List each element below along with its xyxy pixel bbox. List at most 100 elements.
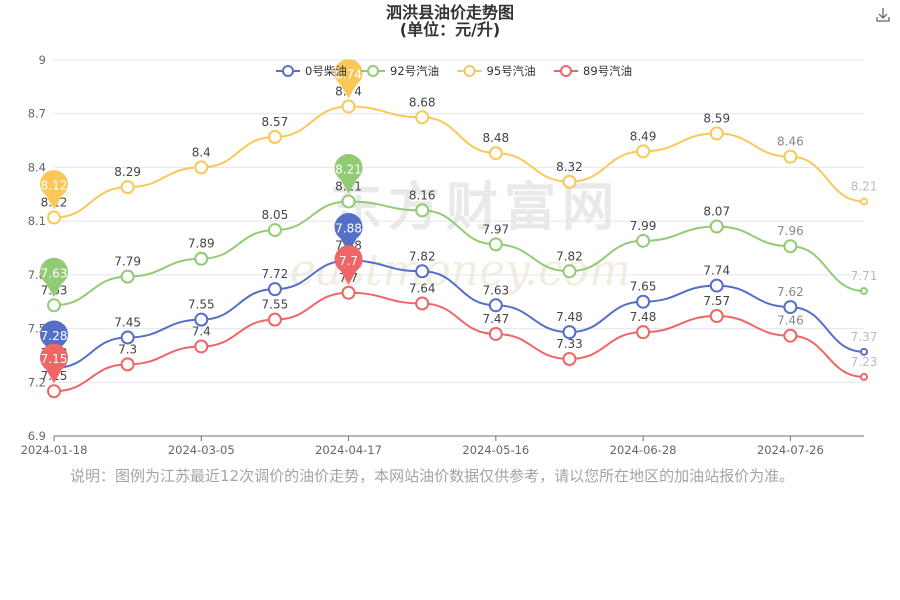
data-label: 7.64 <box>409 282 436 296</box>
legend-item[interactable]: 95号汽油 <box>457 64 536 78</box>
legend-symbol <box>367 65 379 77</box>
data-label: 8.49 <box>630 129 657 143</box>
data-point <box>488 146 503 161</box>
data-point <box>636 144 651 159</box>
data-label: 7.63 <box>482 283 509 297</box>
pin-marker: 8.74 <box>334 59 363 99</box>
data-label: 7.71 <box>851 269 878 283</box>
data-point <box>488 326 503 341</box>
y-tick-label: 8.7 <box>28 107 46 121</box>
data-point <box>562 174 577 189</box>
legend-item[interactable]: 0号柴油 <box>276 64 347 78</box>
pin-balloon <box>334 59 363 99</box>
data-point <box>267 129 282 144</box>
data-label: 7.3 <box>118 342 137 356</box>
data-label: 7.4 <box>192 324 211 338</box>
data-point <box>120 269 135 284</box>
pin-marker: 7.7 <box>334 245 363 285</box>
pin-label: 8.21 <box>335 162 362 176</box>
data-point <box>341 194 356 209</box>
data-point <box>194 251 209 266</box>
data-point <box>783 149 798 164</box>
data-point <box>341 285 356 300</box>
data-point <box>415 264 430 279</box>
pin-label: 8.12 <box>41 179 68 193</box>
data-point <box>709 126 724 141</box>
chart-title-line1: 泗洪县油价走势图 <box>385 3 514 22</box>
chart-title: 泗洪县油价走势图 (单位：元/升) <box>0 4 900 38</box>
data-label: 7.65 <box>630 280 657 294</box>
data-label: 7.96 <box>777 224 804 238</box>
pin-marker: 7.63 <box>40 257 69 298</box>
data-point <box>194 160 209 175</box>
x-tick-label: 2024-07-26 <box>757 443 824 457</box>
y-tick-label: 8.1 <box>28 214 46 228</box>
data-label: 7.57 <box>703 294 730 308</box>
series-line <box>53 105 865 219</box>
data-label: 8.68 <box>409 95 436 109</box>
pin-label: 8.74 <box>335 68 362 82</box>
data-label: 8.07 <box>703 205 730 219</box>
x-tick-label: 2024-03-05 <box>168 443 235 457</box>
data-label: 7.47 <box>482 312 509 326</box>
data-point <box>636 233 651 248</box>
pin-marker: 8.12 <box>40 170 69 210</box>
data-point <box>488 298 503 313</box>
pin-marker: 7.88 <box>334 213 363 253</box>
data-label: 7.79 <box>114 255 141 269</box>
data-label: 7.55 <box>262 298 289 312</box>
data-label: 7.89 <box>188 237 215 251</box>
data-label: 7.99 <box>630 219 657 233</box>
x-tick-label: 2024-05-16 <box>462 443 529 457</box>
legend-symbol <box>463 65 476 77</box>
data-point <box>194 339 209 354</box>
chart-title-line2: (单位：元/升) <box>399 20 501 39</box>
data-label: 8.29 <box>114 165 141 179</box>
data-point <box>636 294 651 309</box>
legend-label: 0号柴油 <box>305 64 347 78</box>
data-point <box>267 223 282 238</box>
data-label: 7.82 <box>556 249 583 263</box>
legend-symbol <box>282 65 294 77</box>
data-label: 7.48 <box>630 310 657 324</box>
data-point <box>860 347 868 356</box>
data-label: 7.37 <box>851 330 878 344</box>
data-point <box>860 197 868 206</box>
pin-label: 7.15 <box>41 352 68 366</box>
data-label: 7.48 <box>556 310 583 324</box>
data-point <box>783 239 798 254</box>
data-point <box>783 328 798 343</box>
legend-item[interactable]: 92号汽油 <box>361 64 439 78</box>
data-point <box>636 325 651 340</box>
pin-marker: 7.15 <box>40 343 69 384</box>
data-point <box>562 264 577 279</box>
data-point <box>709 309 724 324</box>
data-label: 7.33 <box>556 337 583 351</box>
pin-label: 7.7 <box>339 254 358 268</box>
y-tick-label: 6.9 <box>28 429 46 443</box>
series-line <box>53 259 865 369</box>
markers: 7.28 7.88 7.63 8.21 8.12 8.74 7.15 7.7 <box>40 59 363 384</box>
data-label: 8.48 <box>482 131 509 145</box>
data-point <box>783 300 798 315</box>
legend-label: 92号汽油 <box>390 64 439 78</box>
data-label: 7.55 <box>188 298 215 312</box>
data-label: 8.16 <box>409 188 436 202</box>
data-point <box>47 298 61 313</box>
data-label: 8.59 <box>703 111 730 125</box>
series-line <box>53 200 865 307</box>
download-icon[interactable] <box>874 6 892 24</box>
series-line <box>53 291 865 393</box>
data-label: 8.46 <box>777 135 804 149</box>
chart-note: 说明：图例为江苏最近12次调价的油价走势，本网站油价数据仅供参考，请以您所在地区… <box>70 467 795 485</box>
x-tick-label: 2024-06-28 <box>610 443 677 457</box>
data-label: 7.74 <box>703 264 730 278</box>
pin-balloon <box>334 153 363 194</box>
y-tick-label: 8.4 <box>28 160 46 174</box>
pin-balloon <box>40 343 69 384</box>
legend-item[interactable]: 89号汽油 <box>554 64 632 78</box>
data-label: 8.57 <box>262 115 289 129</box>
data-label: 8.21 <box>851 179 878 193</box>
data-point <box>47 384 61 399</box>
